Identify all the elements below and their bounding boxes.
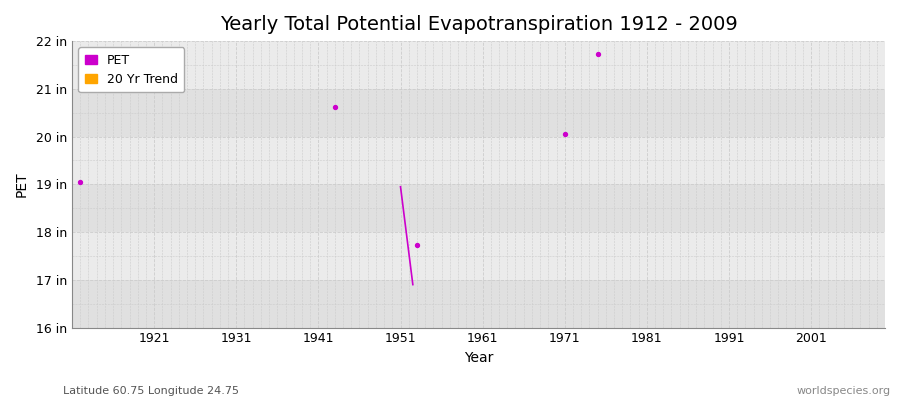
Bar <box>72 137 885 184</box>
Bar <box>72 184 885 232</box>
Y-axis label: PET: PET <box>15 172 29 197</box>
Point <box>328 104 342 110</box>
Text: Latitude 60.75 Longitude 24.75: Latitude 60.75 Longitude 24.75 <box>63 386 239 396</box>
X-axis label: Year: Year <box>464 351 493 365</box>
Point <box>73 179 87 185</box>
Text: worldspecies.org: worldspecies.org <box>796 386 891 396</box>
Point <box>590 51 605 58</box>
Bar <box>72 232 885 280</box>
Legend: PET, 20 Yr Trend: PET, 20 Yr Trend <box>78 47 184 92</box>
Title: Yearly Total Potential Evapotranspiration 1912 - 2009: Yearly Total Potential Evapotranspiratio… <box>220 15 737 34</box>
Bar <box>72 280 885 328</box>
Bar <box>72 41 885 89</box>
Bar <box>72 89 885 137</box>
Point <box>557 131 572 138</box>
Point <box>410 242 424 248</box>
